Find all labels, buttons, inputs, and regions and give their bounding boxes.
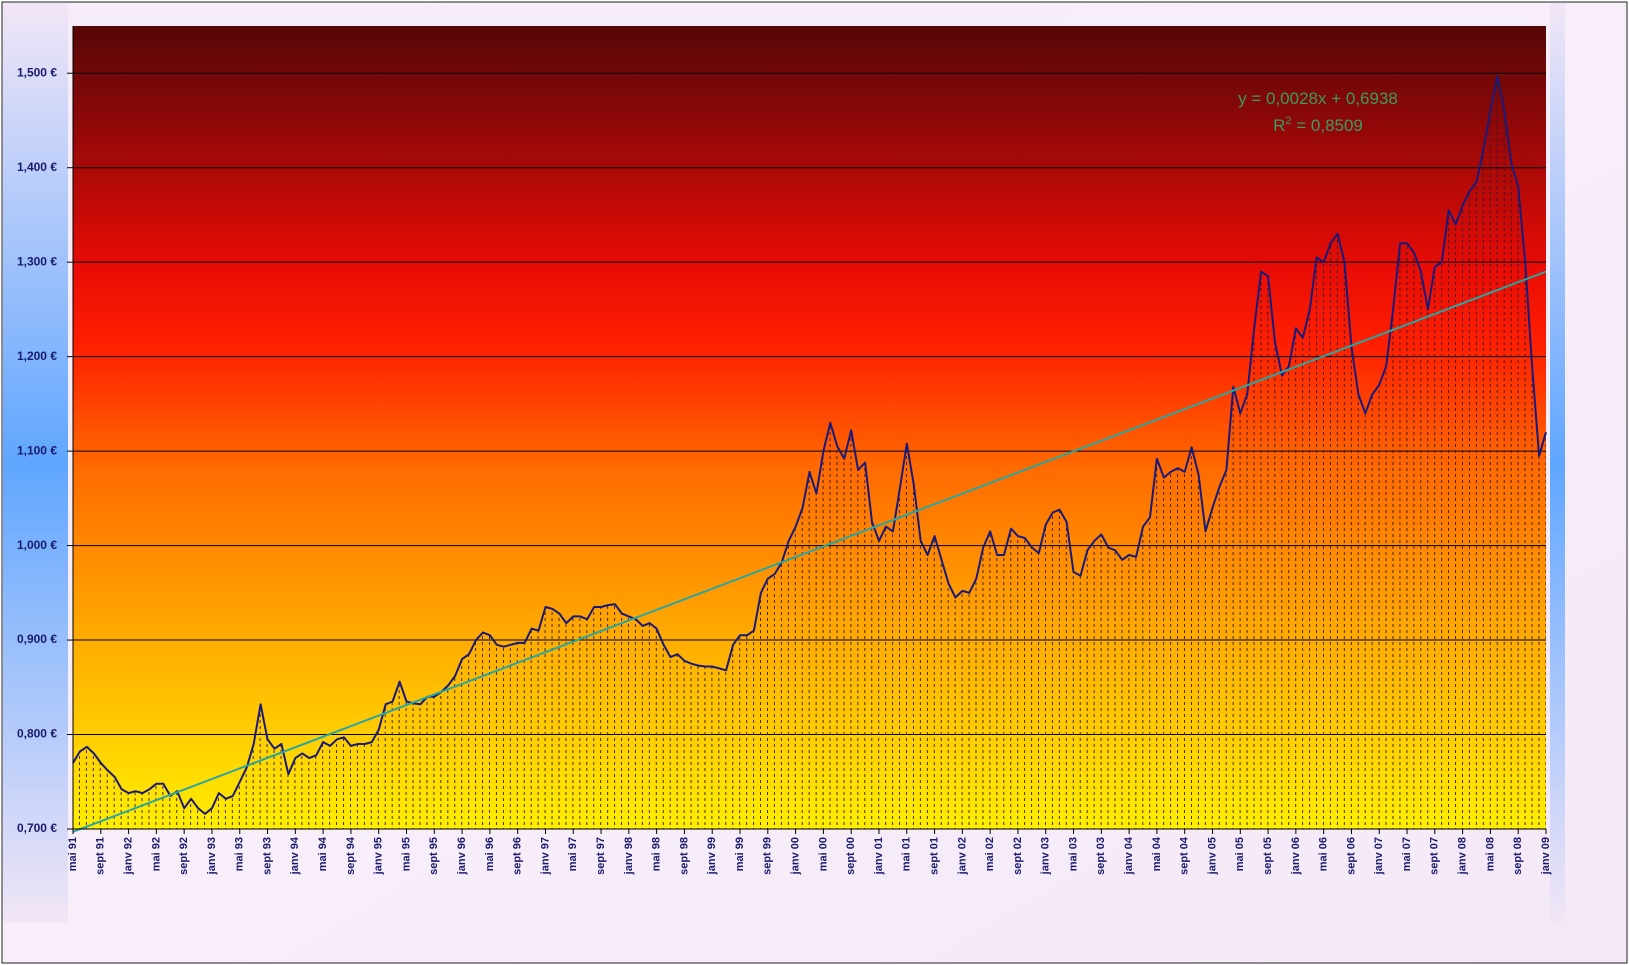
- side-shade: [1550, 3, 1565, 923]
- x-tick-label: janv 05: [1206, 837, 1218, 875]
- x-tick-label: janv 95: [373, 837, 385, 875]
- x-tick-label: janv 92: [122, 837, 134, 875]
- x-tick-label: mai 95: [400, 837, 412, 871]
- x-tick-label: janv 99: [706, 837, 718, 875]
- x-tick-label: sept 02: [1012, 837, 1024, 875]
- y-tick-label: 1,500 €: [17, 65, 57, 79]
- trend-line: [72, 270, 1547, 833]
- x-tick-label: sept 01: [928, 837, 940, 875]
- x-tick-label: mai 03: [1067, 837, 1079, 871]
- x-tick-label: mai 94: [317, 836, 329, 871]
- x-tick-label: sept 08: [1512, 837, 1524, 875]
- x-tick-label: janv 94: [289, 836, 301, 875]
- x-tick-label: sept 95: [428, 837, 440, 875]
- x-tick-label: mai 93: [234, 837, 246, 871]
- r2-value: = 0,8509: [1292, 116, 1363, 135]
- x-tick-label: sept 91: [95, 837, 107, 875]
- x-tick-label: janv 98: [623, 837, 635, 875]
- y-tick-label: 1,000 €: [17, 538, 57, 552]
- x-tick-label: janv 97: [539, 837, 551, 875]
- x-tick-label: mai 04: [1151, 836, 1163, 871]
- trend-equation: y = 0,0028x + 0,6938: [1238, 89, 1398, 108]
- x-tick-label: sept 99: [762, 837, 774, 875]
- x-tick-label: sept 05: [1262, 837, 1274, 875]
- y-tick-label: 0,700 €: [17, 821, 57, 835]
- x-tick-label: mai 96: [484, 837, 496, 871]
- x-tick-label: janv 96: [456, 837, 468, 875]
- x-tick-label: mai 00: [817, 837, 829, 871]
- area-fill: [73, 76, 1546, 830]
- x-tick-label: mai 02: [984, 837, 996, 871]
- x-tick-label: janv 07: [1373, 837, 1385, 875]
- x-tick-label: sept 94: [345, 836, 357, 875]
- y-tick-label: 0,900 €: [17, 632, 57, 646]
- x-tick-label: janv 08: [1457, 837, 1469, 875]
- x-tick-label: sept 06: [1345, 837, 1357, 875]
- x-tick-label: mai 97: [567, 837, 579, 871]
- r2-sup: 2: [1285, 115, 1291, 127]
- series-line: [72, 75, 1547, 815]
- x-tick-label: janv 09: [1540, 837, 1552, 875]
- y-tick-label: 1,100 €: [17, 443, 57, 457]
- x-tick-label: mai 07: [1401, 837, 1413, 871]
- x-tick-label: mai 99: [734, 837, 746, 871]
- x-tick-label: janv 01: [873, 837, 885, 875]
- x-tick-label: janv 93: [206, 837, 218, 875]
- r-squared: R2 = 0,8509: [1273, 115, 1363, 135]
- x-tick-label: mai 05: [1234, 837, 1246, 871]
- x-tick-label: mai 91: [67, 837, 79, 871]
- x-tick-label: janv 03: [1040, 837, 1052, 875]
- y-tick-label: 1,200 €: [17, 349, 57, 363]
- x-tick-label: mai 01: [901, 837, 913, 871]
- x-tick-label: sept 04: [1179, 836, 1191, 875]
- y-tick-label: 1,400 €: [17, 160, 57, 174]
- x-tick-label: mai 08: [1484, 837, 1496, 871]
- x-tick-label: sept 93: [261, 837, 273, 875]
- x-tick-label: sept 96: [512, 837, 524, 875]
- y-tick-label: 0,800 €: [17, 727, 57, 741]
- x-tick-label: sept 92: [178, 837, 190, 875]
- x-tick-label: janv 04: [1123, 836, 1135, 875]
- x-tick-label: sept 00: [845, 837, 857, 875]
- x-tick-label: mai 98: [651, 837, 663, 871]
- side-shade: [3, 3, 68, 923]
- x-tick-label: janv 00: [790, 837, 802, 875]
- x-tick-label: sept 98: [678, 837, 690, 875]
- x-tick-label: sept 03: [1095, 837, 1107, 875]
- r2-symbol: R: [1273, 116, 1285, 135]
- x-tick-label: sept 97: [595, 837, 607, 875]
- x-tick-label: mai 92: [150, 837, 162, 871]
- x-tick-label: sept 07: [1429, 837, 1441, 875]
- y-tick-label: 1,300 €: [17, 254, 57, 268]
- x-tick-label: janv 06: [1290, 837, 1302, 875]
- x-tick-label: mai 06: [1318, 837, 1330, 871]
- x-tick-label: janv 02: [956, 837, 968, 875]
